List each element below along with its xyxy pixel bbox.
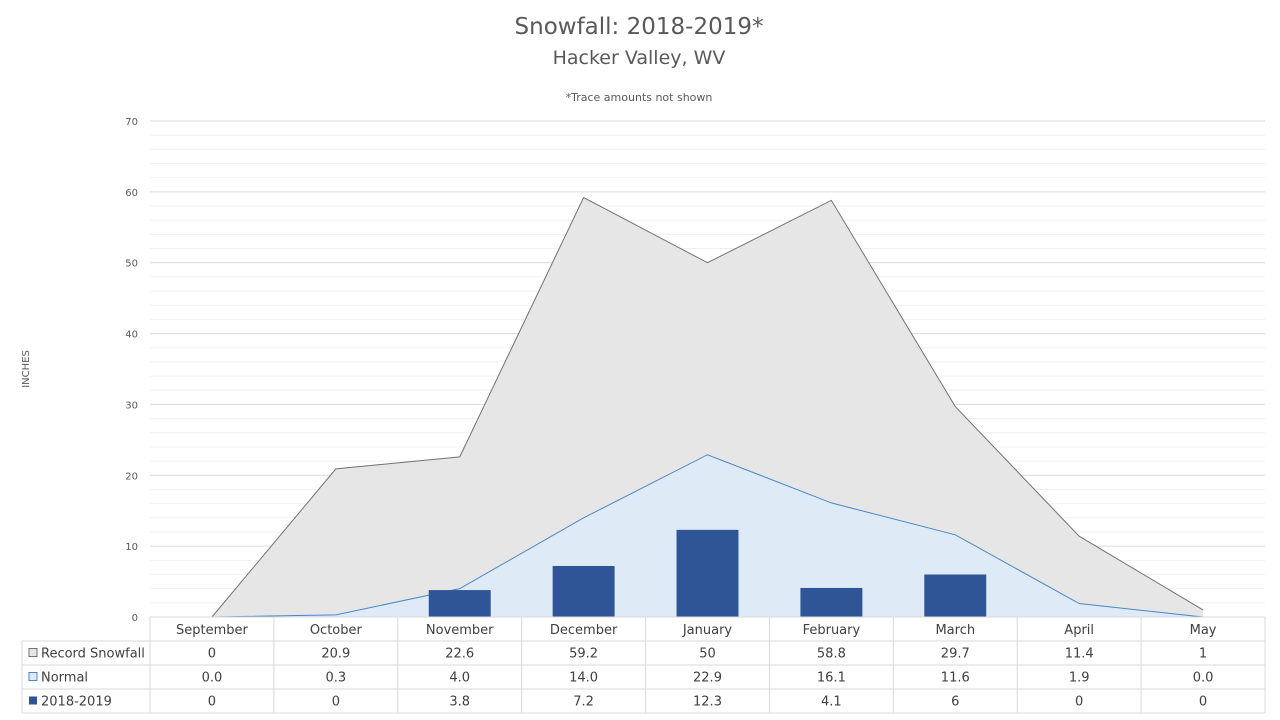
bar-march: [924, 574, 987, 617]
data-label: 50: [699, 647, 716, 662]
line-normal: [211, 454, 1204, 618]
legend-swatch: [28, 672, 38, 681]
chart-note: *Trace amounts not shown: [566, 91, 713, 104]
y-tick-label: 30: [125, 400, 138, 411]
y-tick-label: 60: [125, 188, 138, 199]
chart-title: Snowfall: 2018-2019*: [515, 14, 764, 40]
area-record-snowfall: [211, 197, 1204, 618]
category-label: November: [426, 623, 494, 638]
data-label: 3.8: [449, 695, 470, 710]
category-label: April: [1064, 623, 1094, 638]
y-tick-label: 10: [125, 542, 138, 553]
y-axis-label: INCHES: [21, 350, 32, 388]
data-label: 11.4: [1065, 647, 1094, 662]
data-label: 0.0: [202, 671, 223, 686]
category-label: January: [682, 623, 733, 638]
legend-label: Normal: [41, 671, 88, 686]
data-label: 16.1: [817, 671, 846, 686]
data-label: 7.2: [573, 695, 594, 710]
data-label: 20.9: [321, 647, 350, 662]
data-label: 0.0: [1193, 671, 1214, 686]
y-tick-label: 50: [125, 259, 138, 270]
line-record-snowfall: [211, 196, 1204, 618]
data-label: 22.9: [693, 671, 722, 686]
category-label: May: [1190, 623, 1217, 638]
category-label: March: [935, 623, 975, 638]
data-label: 22.6: [445, 647, 474, 662]
data-table: September October November December January F…: [21, 616, 1266, 714]
y-tick-label: 20: [125, 471, 138, 482]
data-label: 0.3: [325, 671, 346, 686]
data-label: 12.3: [693, 695, 722, 710]
data-label: 1: [1199, 647, 1207, 662]
bar-january: [676, 529, 739, 617]
legend-swatch: [29, 696, 37, 705]
data-label: 0: [1075, 695, 1083, 710]
data-label: 6: [951, 695, 959, 710]
category-label: September: [176, 623, 249, 638]
data-label: 58.8: [817, 647, 846, 662]
data-label: 4.0: [449, 671, 470, 686]
chart-subtitle: Hacker Valley, WV: [553, 47, 726, 69]
legend-swatch: [28, 648, 38, 657]
legend-label: Record Snowfall: [41, 647, 145, 662]
y-tick-label: 70: [125, 117, 138, 128]
data-label: 4.1: [821, 695, 842, 710]
series-layer: [211, 196, 1204, 618]
y-axis-ticks: 0 10 20 30 40 50 60 70: [125, 117, 138, 624]
data-label: 14.0: [569, 671, 598, 686]
category-label: October: [310, 623, 363, 638]
bar-november: [428, 590, 491, 617]
data-label: 59.2: [569, 647, 598, 662]
category-label: February: [803, 623, 861, 638]
data-label: 1.9: [1069, 671, 1090, 686]
bar-february: [800, 587, 863, 617]
data-label: 0: [332, 695, 340, 710]
y-tick-label: 0: [132, 613, 138, 624]
data-label: 11.6: [941, 671, 970, 686]
data-label: 29.7: [941, 647, 970, 662]
data-label: 0: [208, 695, 216, 710]
data-label: 0: [1199, 695, 1207, 710]
data-label: 0: [208, 647, 216, 662]
legend-label: 2018-2019: [41, 695, 112, 710]
y-tick-label: 40: [125, 330, 138, 341]
bar-december: [552, 565, 615, 617]
category-label: December: [550, 623, 618, 638]
